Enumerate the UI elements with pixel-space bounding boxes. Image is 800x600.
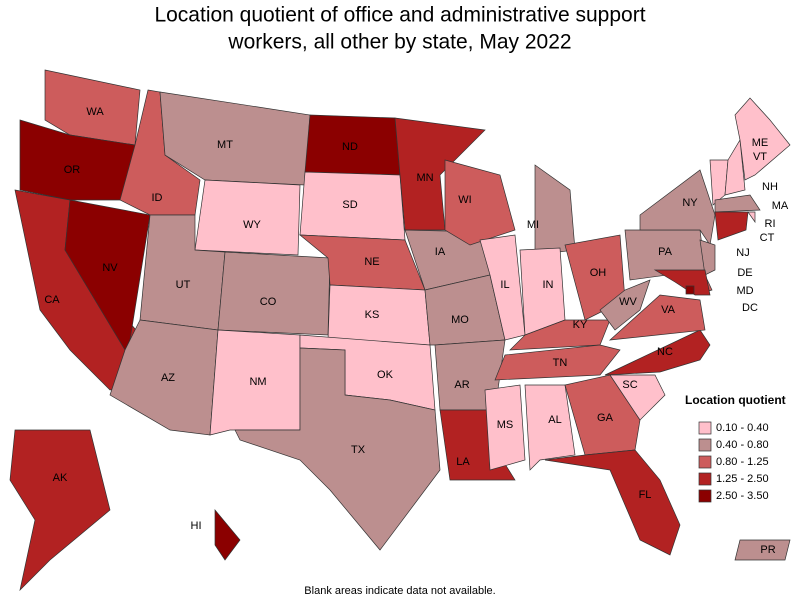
state-label: NC <box>657 346 673 358</box>
state-label: RI <box>765 218 776 230</box>
state-label: SD <box>342 199 357 211</box>
state <box>479 234 526 341</box>
state-label: IA <box>435 246 446 258</box>
state <box>9 429 111 592</box>
state-label: WA <box>86 106 104 118</box>
state-label: ME <box>752 137 769 149</box>
state-label: MA <box>772 200 789 212</box>
state-label: UT <box>176 279 191 291</box>
state-label: NE <box>364 256 379 268</box>
state-label: ND <box>342 141 358 153</box>
state <box>608 294 706 341</box>
state-label: IN <box>543 279 554 291</box>
state <box>699 239 716 276</box>
state <box>214 509 241 561</box>
state-label: CA <box>44 294 60 306</box>
state-label: MI <box>527 219 539 231</box>
title-line: Location quotient of office and administ… <box>154 4 645 27</box>
state-label: AK <box>53 472 68 484</box>
state-label: AR <box>454 379 469 391</box>
state <box>734 97 791 181</box>
states <box>9 69 791 592</box>
legend-label: 2.50 - 3.50 <box>716 490 769 502</box>
legend-label: 0.10 - 0.40 <box>716 422 769 434</box>
state-label: IL <box>500 279 509 291</box>
state <box>234 347 441 551</box>
state-label: ID <box>152 192 163 204</box>
state <box>484 384 526 471</box>
state-label: NM <box>249 376 266 388</box>
state-label: VT <box>753 151 767 163</box>
state <box>494 344 621 381</box>
state <box>564 374 641 456</box>
state <box>724 138 746 196</box>
state <box>604 329 711 376</box>
state <box>194 179 301 256</box>
state-label: OR <box>64 164 81 176</box>
state-label: AZ <box>161 372 175 384</box>
state-label: WI <box>458 194 471 206</box>
state-label: KS <box>365 309 380 321</box>
state-label: MS <box>497 419 514 431</box>
state <box>444 159 516 246</box>
state-label: OK <box>377 369 394 381</box>
state-label: PR <box>760 544 775 556</box>
state <box>714 211 749 241</box>
state <box>714 194 761 213</box>
state-label: HI <box>191 520 202 532</box>
state-label: PA <box>658 246 673 258</box>
state-label: NJ <box>736 247 749 259</box>
state-label: LA <box>456 456 470 468</box>
state <box>544 449 681 556</box>
state-label: NV <box>102 262 118 274</box>
state <box>609 374 666 421</box>
legend-swatch <box>698 421 712 435</box>
state-label: FL <box>639 489 652 501</box>
state-label: CT <box>760 232 775 244</box>
legend-title: Location quotient <box>685 393 786 407</box>
state <box>734 539 791 561</box>
legend-swatch <box>698 489 712 503</box>
state <box>217 251 331 336</box>
state-label: WY <box>243 219 261 231</box>
state-label: NH <box>762 181 778 193</box>
legend-swatch <box>698 472 712 486</box>
title-line: workers, all other by state, May 2022 <box>227 31 571 54</box>
state-label: OH <box>590 267 607 279</box>
state <box>747 211 756 224</box>
legend-label: 0.80 - 1.25 <box>716 456 769 468</box>
state <box>685 285 695 295</box>
state-label: MT <box>217 139 233 151</box>
state-label: MO <box>451 314 469 326</box>
state-label: DE <box>737 267 752 279</box>
state <box>524 384 576 471</box>
state-label: GA <box>597 412 614 424</box>
state-label: NY <box>682 197 698 209</box>
state-labels: WA OR CA NV ID MT WY UT CO AZ NM ND SD NE KS OK TX MN IA MO… <box>44 106 789 556</box>
state-label: MD <box>736 285 753 297</box>
state-label: TX <box>351 444 366 456</box>
state-label: AL <box>548 414 561 426</box>
state-label: SC <box>622 379 637 391</box>
legend-swatch <box>698 455 712 469</box>
state <box>653 269 711 296</box>
state <box>519 247 566 336</box>
legend: 0.10 - 0.40 0.40 - 0.80 0.80 - 1.25 1.25 - … <box>698 421 769 503</box>
legend-label: 0.40 - 0.80 <box>716 439 769 451</box>
state-label: KY <box>573 319 588 331</box>
footnote: Blank areas indicate data not available. <box>304 585 495 597</box>
state <box>534 164 576 256</box>
state-label: TN <box>553 357 568 369</box>
state-label: WV <box>619 296 637 308</box>
state <box>599 279 651 331</box>
legend-swatch <box>698 438 712 452</box>
state-label: MN <box>416 172 433 184</box>
state-label: DC <box>742 302 758 314</box>
state-label: CO <box>260 296 277 308</box>
state-label: VA <box>661 304 676 316</box>
legend-label: 1.25 - 2.50 <box>716 473 769 485</box>
